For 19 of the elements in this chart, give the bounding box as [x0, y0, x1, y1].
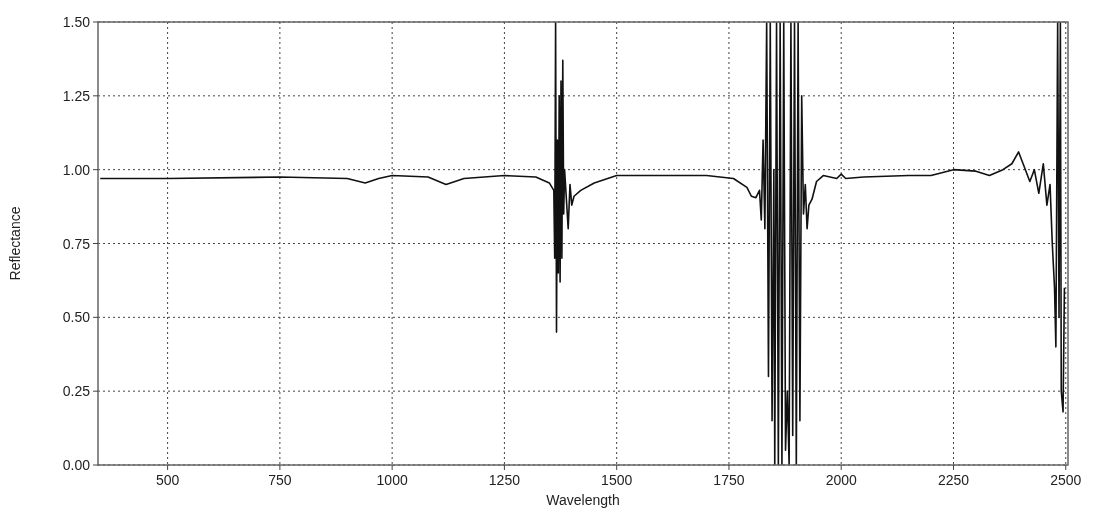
- x-tick-label: 2500: [1050, 472, 1082, 488]
- x-tick-label: 2250: [937, 472, 970, 488]
- y-tick-label: 1.50: [62, 14, 91, 30]
- x-axis-title: Wavelength: [546, 492, 620, 508]
- x-tick-label: 1250: [488, 472, 521, 488]
- x-tick-label: 1500: [601, 472, 633, 488]
- x-tick-label: 2000: [825, 472, 857, 488]
- y-axis-title: Reflectance: [7, 206, 23, 281]
- y-tick-label: 1.00: [62, 161, 91, 178]
- line-series: [99, 22, 1066, 465]
- y-tick-label: 0.75: [62, 235, 91, 252]
- x-tick-label: 750: [268, 472, 292, 488]
- x-tick-label: 1750: [713, 472, 745, 488]
- y-tick-label: 0.25: [62, 383, 91, 400]
- x-tick-label: 500: [155, 472, 180, 488]
- y-tick-label: 0.50: [62, 309, 91, 326]
- y-tick-label: 1.25: [62, 87, 91, 104]
- x-tick-label: 1000: [376, 472, 408, 488]
- y-tick-label: 0.00: [62, 457, 91, 473]
